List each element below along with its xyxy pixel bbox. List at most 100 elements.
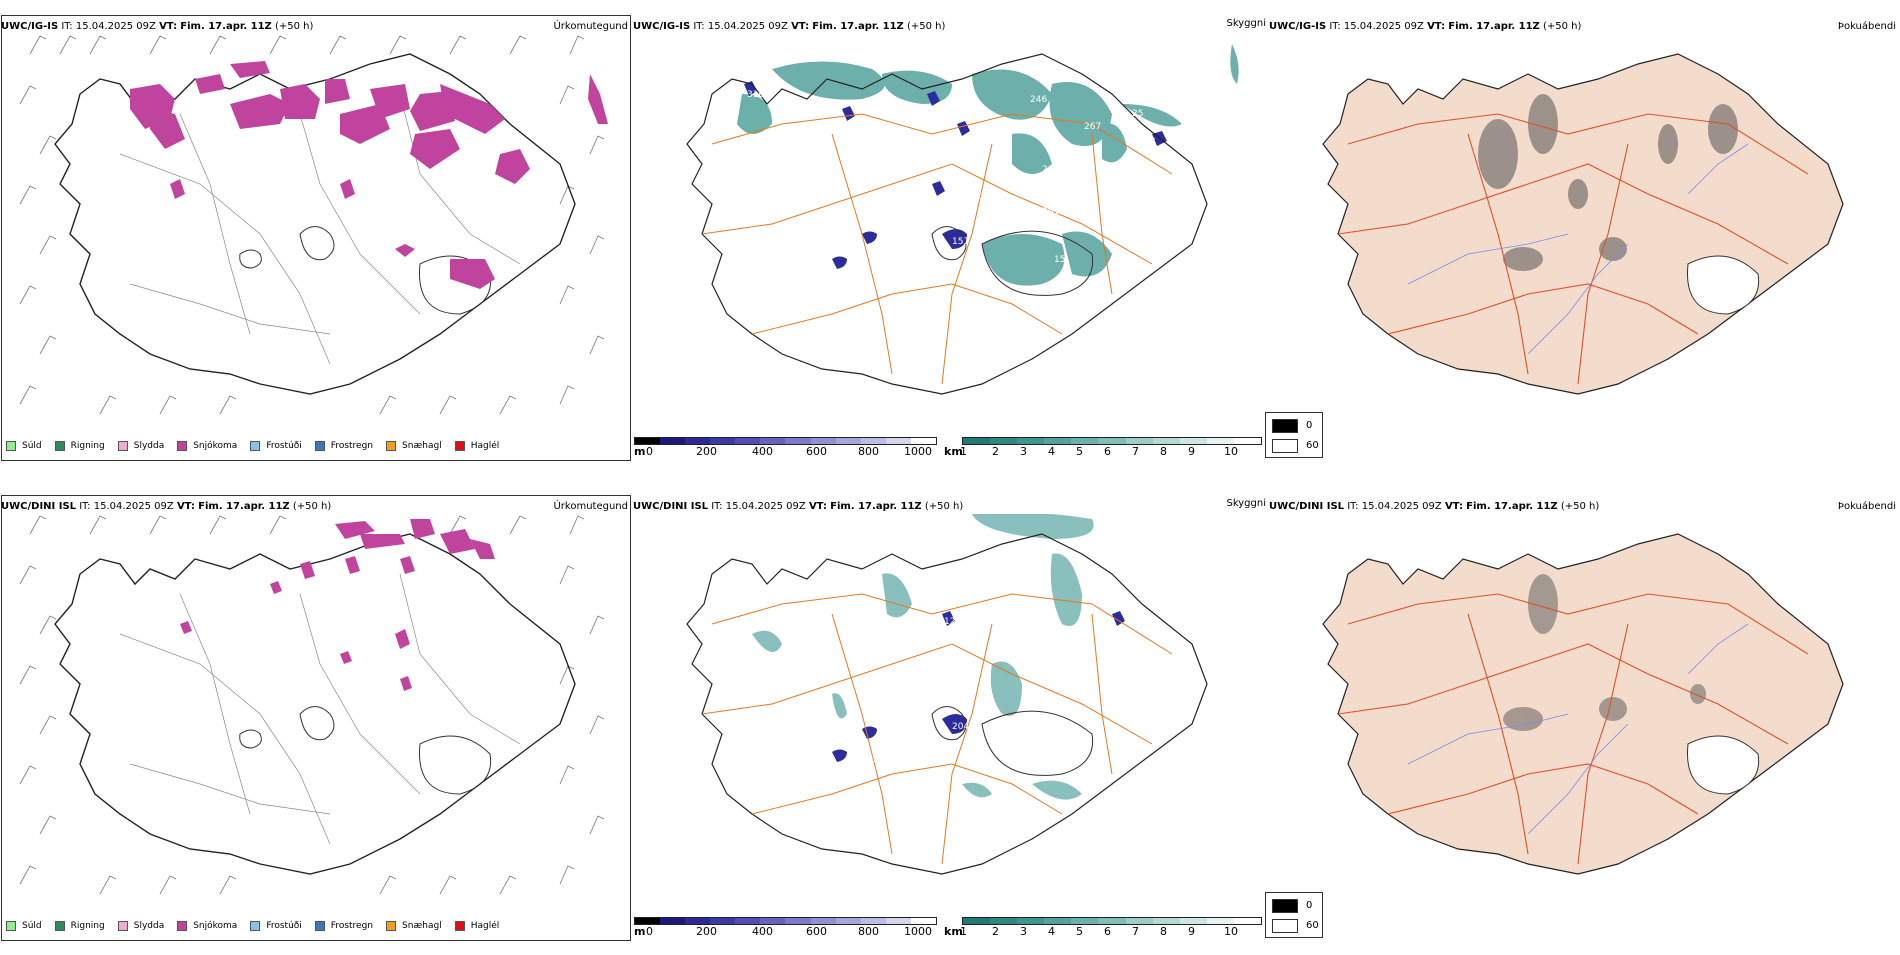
tick-label: 4 bbox=[1048, 445, 1055, 458]
color-step bbox=[760, 918, 786, 924]
fog-areas bbox=[1478, 94, 1738, 271]
legend-label: Haglél bbox=[470, 441, 500, 451]
tick-label: 8 bbox=[1160, 925, 1167, 938]
panel-title: UWC/DINI ISL IT: 15.04.2025 09Z VT: Fim.… bbox=[1, 501, 331, 512]
tick-label: 400 bbox=[752, 445, 773, 458]
panel-variable-label: Úrkomutegund bbox=[553, 21, 628, 32]
color-step bbox=[910, 438, 936, 444]
fog-areas bbox=[1503, 574, 1706, 731]
panel-variable-label: Úrkomutegund bbox=[553, 501, 628, 512]
panel-variable-label: Skyggni bbox=[1226, 18, 1266, 29]
tick-label: 9 bbox=[1188, 925, 1195, 938]
map-frame bbox=[1, 15, 631, 461]
visibility-ticks: 1 2 3 4 5 6 7 8 9 10 bbox=[960, 925, 1262, 939]
iceland-outline bbox=[686, 533, 1208, 875]
valid-time: Fim. 17.apr. 11Z bbox=[812, 21, 904, 32]
vt-label: VT: bbox=[159, 21, 178, 32]
fog-key: 0 60 bbox=[1265, 412, 1323, 458]
ceiling-value: 300 bbox=[1040, 694, 1057, 704]
lead-time: (+50 h) bbox=[1543, 21, 1582, 32]
legend-label: Rigning bbox=[70, 921, 105, 931]
glaciers bbox=[931, 706, 1094, 776]
legend-label: Snæhagl bbox=[402, 441, 442, 451]
model-name: UWC/DINI ISL bbox=[1269, 501, 1345, 512]
legend-label: Frostúði bbox=[266, 921, 302, 931]
fog-key-swatch-low bbox=[1272, 919, 1298, 933]
ceiling-colorbar: 0 200 400 600 800 1000 bbox=[634, 437, 937, 461]
roads bbox=[701, 593, 1173, 865]
panel-variable-label: Skyggni bbox=[1226, 498, 1266, 509]
color-step bbox=[685, 438, 711, 444]
color-step bbox=[1152, 918, 1180, 924]
visibility-map: 316 76 246 267 25 58 205 12 72 261 157 1… bbox=[686, 44, 1239, 395]
legend-swatch bbox=[314, 441, 325, 451]
visibility-ticks: 1 2 3 4 5 6 7 8 9 10 bbox=[960, 445, 1262, 459]
panel-title: UWC/IG-IS IT: 15.04.2025 09Z VT: Fim. 17… bbox=[633, 21, 945, 32]
fog-key-swatch-low bbox=[1272, 439, 1298, 453]
color-step bbox=[785, 918, 811, 924]
it-label: IT: bbox=[61, 21, 73, 32]
panel-title: UWC/IG-IS IT: 15.04.2025 09Z VT: Fim. 17… bbox=[1, 21, 313, 32]
legend-swatch bbox=[117, 441, 128, 451]
color-step bbox=[1071, 918, 1099, 924]
legend-label: Snæhagl bbox=[402, 921, 442, 931]
model-name: UWC/DINI ISL bbox=[1, 501, 77, 512]
ceiling-value: 157 bbox=[880, 731, 897, 741]
init-time: 15.04.2025 09Z bbox=[1361, 501, 1442, 512]
legend-swatch bbox=[454, 441, 465, 451]
ceiling-colorbar-strip bbox=[634, 917, 937, 925]
color-step bbox=[835, 438, 861, 444]
tick-label: 1 bbox=[960, 925, 967, 938]
lead-time: (+50 h) bbox=[907, 21, 946, 32]
tick-label: 1000 bbox=[904, 445, 932, 458]
color-step bbox=[1233, 918, 1262, 924]
color-step bbox=[990, 438, 1018, 444]
it-label: IT: bbox=[1329, 21, 1341, 32]
ceiling-value: 17 bbox=[880, 239, 891, 249]
ceiling-value: 76 bbox=[842, 119, 854, 129]
ceiling-value: 267 bbox=[1084, 122, 1101, 132]
roads bbox=[701, 113, 1173, 385]
precip-legend: Súld Rigning Slydda Snjókoma Frostúði Fr… bbox=[6, 438, 512, 454]
map-frame bbox=[1, 495, 631, 941]
ceiling-value: 204 bbox=[952, 722, 969, 732]
legend-item: Súld bbox=[6, 918, 42, 934]
color-step bbox=[1206, 918, 1234, 924]
color-step bbox=[1179, 438, 1207, 444]
precip-legend: Súld Rigning Slydda Snjókoma Frostúði Fr… bbox=[6, 918, 512, 934]
fog-roads bbox=[1337, 113, 1809, 385]
tick-label: 5 bbox=[1076, 925, 1083, 938]
iceland-outline bbox=[54, 53, 576, 395]
vt-label: VT: bbox=[1444, 501, 1463, 512]
ceiling-value: 12 bbox=[870, 261, 881, 271]
panel-title: UWC/DINI ISL IT: 15.04.2025 09Z VT: Fim.… bbox=[633, 501, 963, 512]
tick-label: 4 bbox=[1048, 925, 1055, 938]
vt-label: VT: bbox=[1427, 21, 1446, 32]
lead-time: (+50 h) bbox=[1560, 501, 1600, 512]
it-label: IT: bbox=[79, 501, 91, 512]
fog-key-label: 60 bbox=[1306, 920, 1319, 931]
tick-label: 7 bbox=[1132, 925, 1139, 938]
legend-item: Frostregn bbox=[314, 918, 373, 934]
color-step bbox=[635, 438, 661, 444]
color-step bbox=[860, 918, 886, 924]
tick-label: 10 bbox=[1224, 445, 1238, 458]
legend-swatch bbox=[250, 921, 261, 931]
internal-lines bbox=[119, 573, 521, 845]
it-label: IT: bbox=[693, 21, 705, 32]
fog-key-label: 0 bbox=[1306, 420, 1313, 431]
ceiling-value: 205 bbox=[1042, 165, 1059, 175]
color-step bbox=[1179, 918, 1207, 924]
model-name: UWC/IG-IS bbox=[1269, 21, 1327, 32]
tick-label: 3 bbox=[1020, 925, 1027, 938]
legend-swatch bbox=[386, 441, 397, 451]
visibility-map: 26 12 300 204 157 130 2 bbox=[686, 514, 1208, 875]
visibility-colorbar: 1 2 3 4 5 6 7 8 9 10 bbox=[960, 437, 1262, 461]
visibility-areas bbox=[752, 514, 1094, 800]
fog-map bbox=[1322, 533, 1844, 875]
fog-key: 0 60 bbox=[1265, 892, 1323, 938]
tick-label: 800 bbox=[858, 925, 879, 938]
ceiling-value: 12 bbox=[944, 617, 955, 627]
panel-variable-label: Þokuábendi bbox=[1837, 21, 1896, 32]
color-step bbox=[1098, 918, 1126, 924]
